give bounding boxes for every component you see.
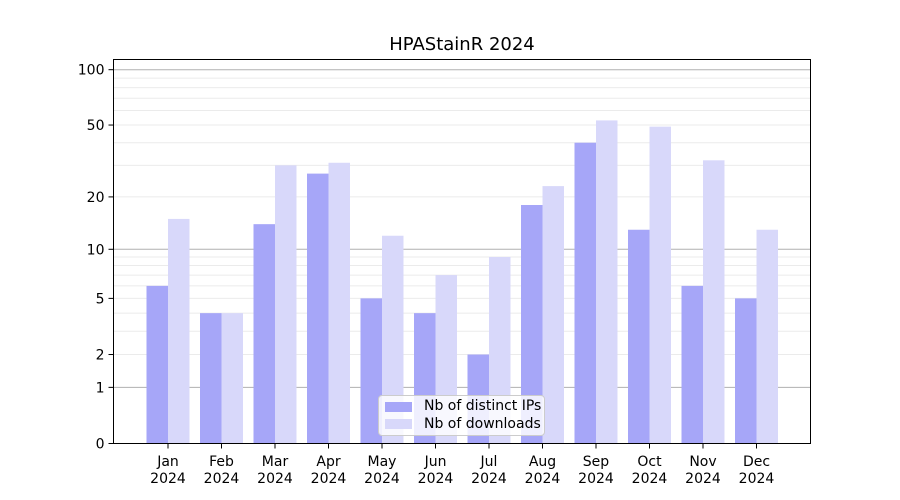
bar-downloads-nov: [703, 160, 725, 444]
bar-distinct-ips-feb: [200, 313, 222, 444]
x-tick-label-year: 2024: [150, 471, 186, 487]
x-tick-label-year: 2024: [364, 471, 400, 487]
bar-downloads-aug: [542, 186, 564, 444]
legend-swatch-distinct-ips: [385, 401, 412, 412]
x-tick-label-month: Mar: [262, 454, 289, 470]
bar-downloads-dec: [756, 229, 778, 444]
x-tick-label-month: May: [368, 454, 397, 470]
bar-distinct-ips-aug: [521, 205, 543, 444]
x-tick-label-year: 2024: [525, 471, 561, 487]
plot-border: [113, 59, 811, 444]
y-tick-label: 2: [96, 348, 105, 364]
bar-distinct-ips-nov: [681, 285, 703, 444]
legend-label-distinct-ips: Nb of distinct IPs: [424, 398, 542, 415]
bar-distinct-ips-mar: [253, 224, 275, 444]
bar-downloads-mar: [275, 165, 297, 444]
legend: Nb of distinct IPs Nb of downloads: [378, 395, 545, 436]
x-tick-label-month: Feb: [209, 454, 234, 470]
bar-distinct-ips-oct: [628, 229, 650, 444]
x-tick-label-month: Jan: [156, 454, 179, 470]
legend-item-downloads: Nb of downloads: [385, 415, 541, 433]
x-tick-label-month: Aug: [529, 454, 556, 470]
y-tick-label: 1: [96, 380, 105, 396]
bar-distinct-ips-jan: [146, 285, 168, 444]
y-tick-label: 0: [96, 437, 105, 453]
x-tick-label-year: 2024: [257, 471, 293, 487]
x-tick-label-month: Oct: [637, 454, 662, 470]
y-tick-label: 10: [87, 242, 105, 258]
bar-downloads-oct: [649, 126, 671, 444]
x-tick-label-month: Apr: [316, 454, 340, 470]
x-tick-label-year: 2024: [418, 471, 454, 487]
x-tick-label-year: 2024: [471, 471, 507, 487]
x-tick-label-month: Jul: [480, 454, 498, 470]
x-tick-label-year: 2024: [204, 471, 240, 487]
x-tick-label-month: Dec: [743, 454, 770, 470]
y-tick-label: 5: [96, 291, 105, 307]
bar-downloads-jan: [168, 218, 190, 444]
bar-downloads-feb: [221, 313, 243, 444]
legend-item-distinct-ips: Nb of distinct IPs: [385, 398, 542, 415]
bar-downloads-apr: [328, 162, 350, 444]
y-tick-label: 100: [78, 63, 105, 79]
x-tick-label-year: 2024: [739, 471, 775, 487]
x-tick-label-year: 2024: [311, 471, 347, 487]
bar-distinct-ips-apr: [307, 173, 329, 444]
legend-label-downloads: Nb of downloads: [424, 415, 541, 432]
x-tick-label-month: Nov: [689, 454, 716, 470]
x-tick-label-year: 2024: [632, 471, 668, 487]
bar-distinct-ips-may: [360, 298, 382, 444]
x-tick-label-year: 2024: [685, 471, 721, 487]
bar-distinct-ips-dec: [735, 298, 757, 444]
y-tick-label: 50: [87, 118, 105, 134]
x-tick-label-month: Sep: [583, 454, 610, 470]
y-tick-label: 20: [87, 190, 105, 206]
bar-distinct-ips-sep: [574, 142, 596, 444]
bar-downloads-sep: [596, 120, 618, 444]
chart-title: HPAStainR 2024: [389, 34, 535, 55]
x-tick-label-year: 2024: [578, 471, 614, 487]
bar-downloads-may: [382, 235, 404, 444]
x-tick-label-month: Jun: [424, 454, 447, 470]
legend-swatch-downloads: [385, 419, 412, 430]
